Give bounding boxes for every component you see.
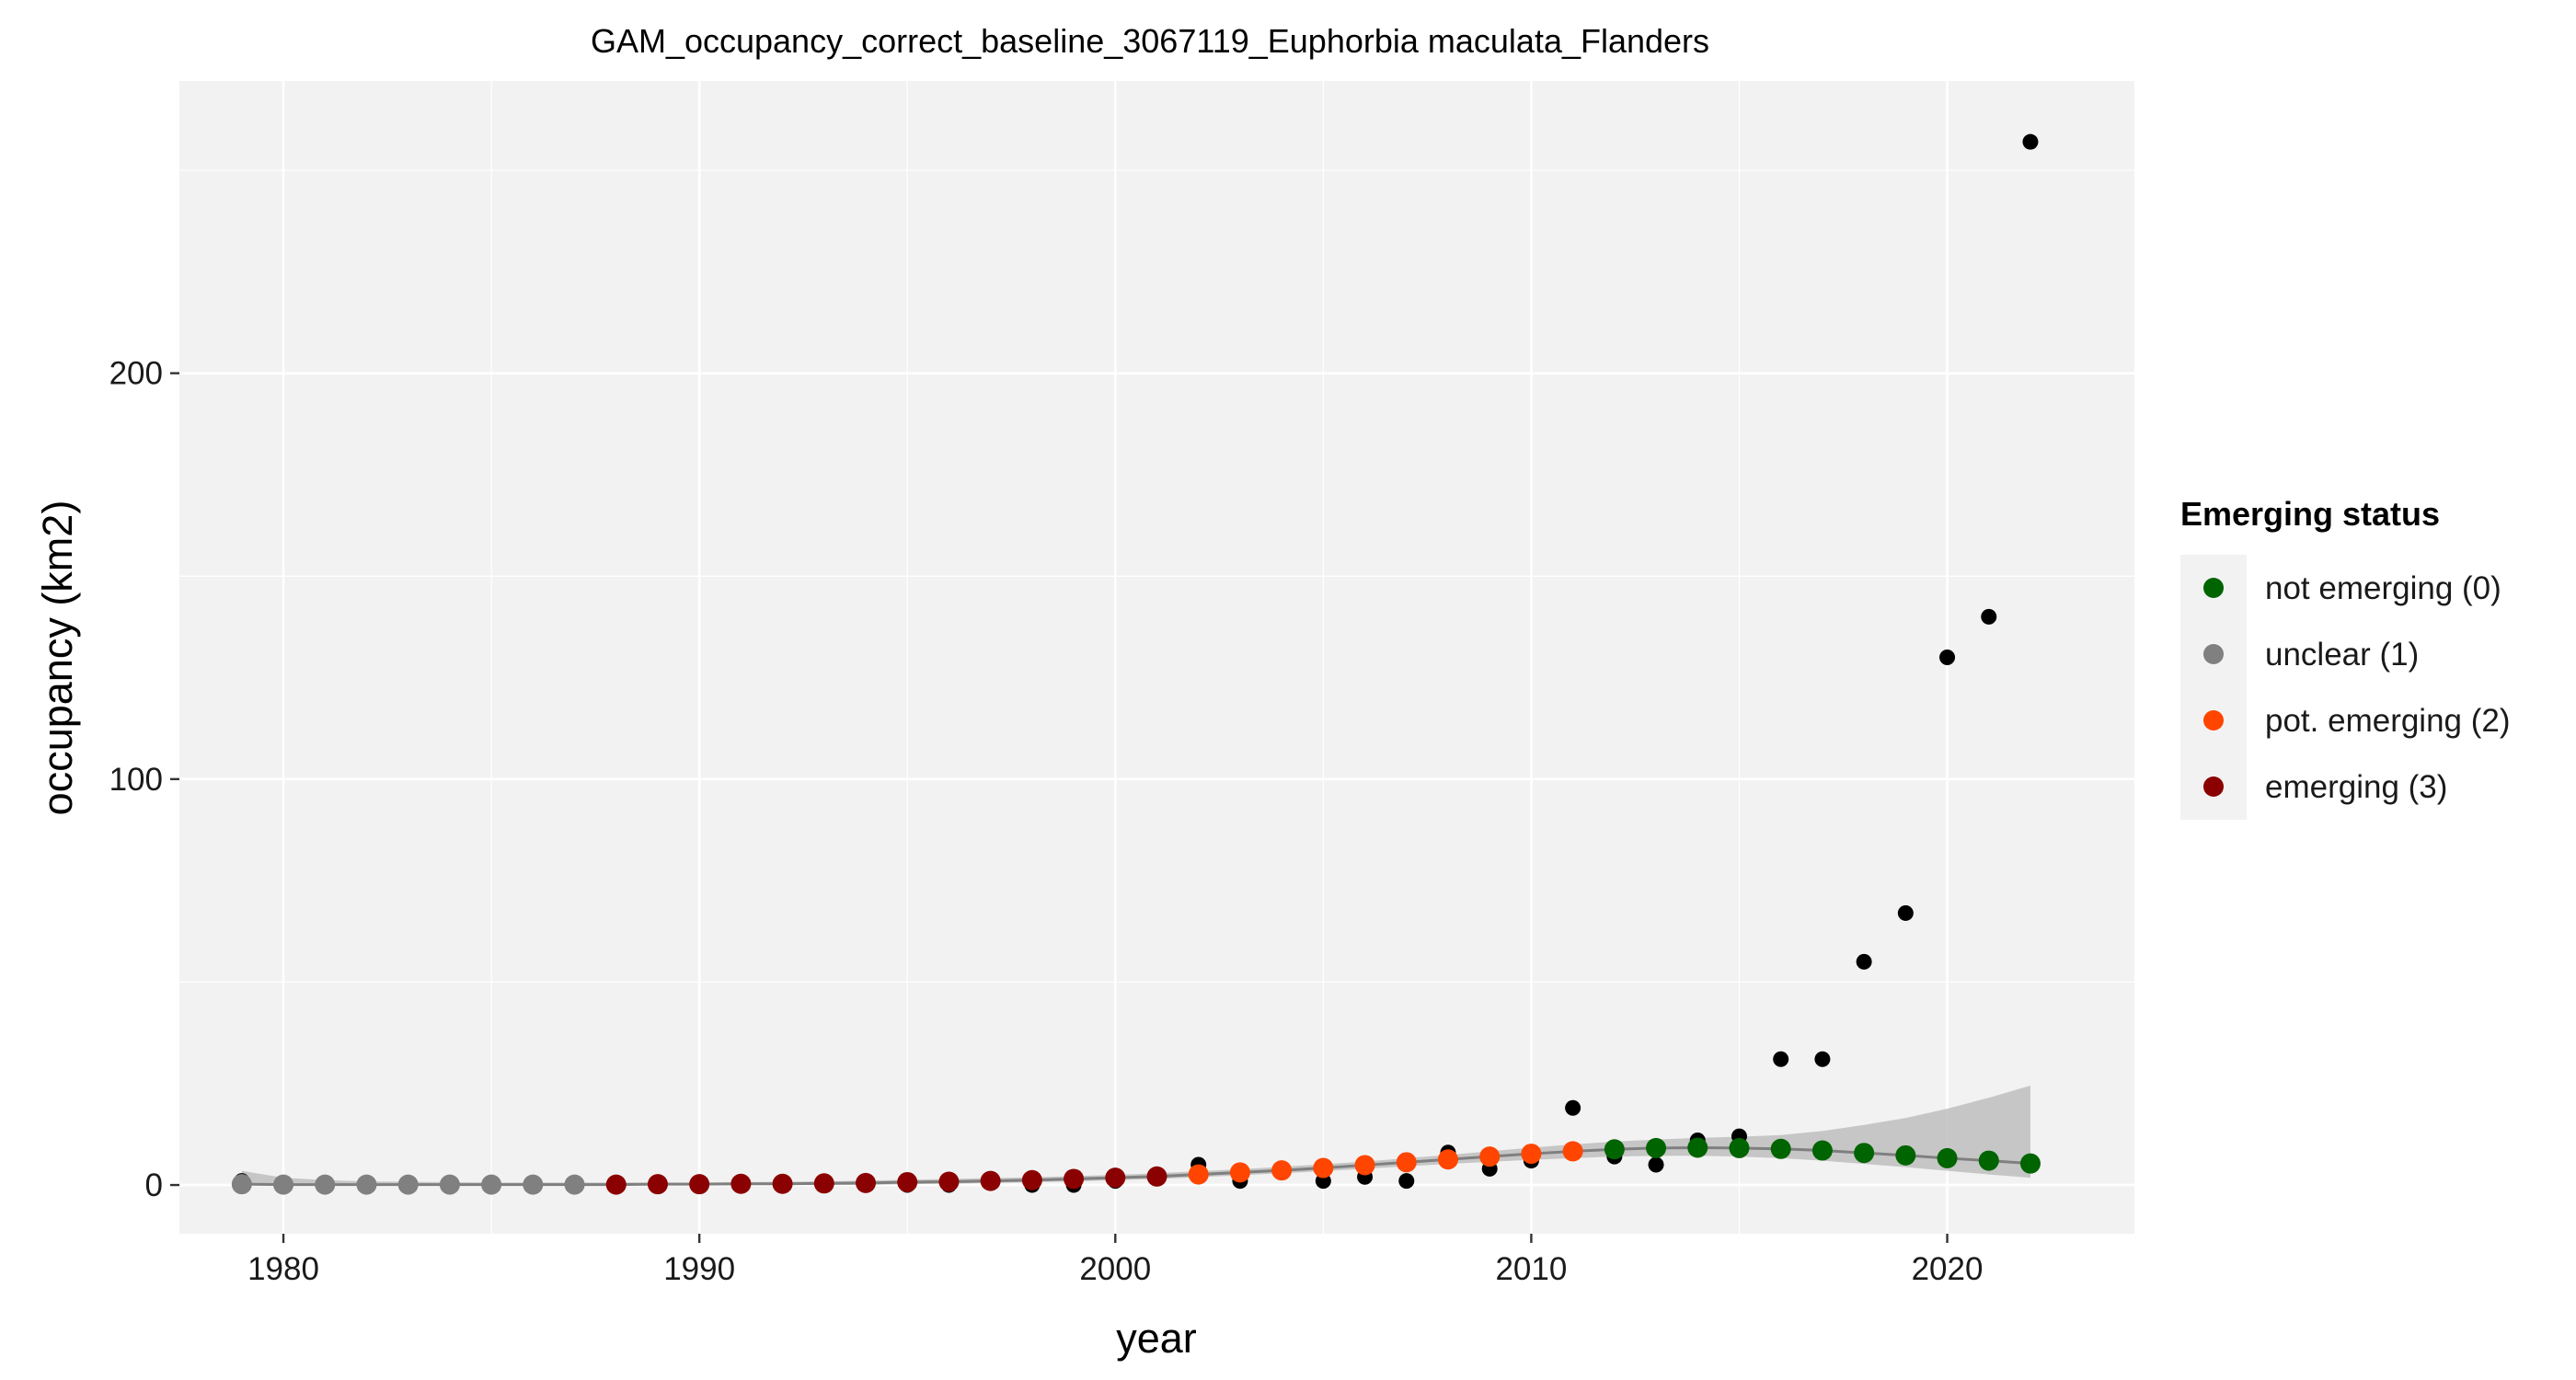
y-tick-label: 200 (109, 356, 163, 392)
observed-point (1897, 904, 1914, 921)
x-tick-label: 1980 (247, 1251, 319, 1287)
fitted-point (1021, 1169, 1042, 1190)
y-tick-label: 100 (109, 762, 163, 798)
fitted-point (938, 1171, 960, 1192)
fitted-point (1146, 1166, 1167, 1187)
legend-title: Emerging status (2180, 495, 2440, 533)
fitted-point (1978, 1150, 1999, 1171)
fitted-point (1271, 1160, 1293, 1181)
fitted-point (689, 1174, 710, 1195)
legend-label: unclear (1) (2265, 637, 2419, 673)
fitted-point (273, 1174, 294, 1195)
fitted-point (647, 1174, 668, 1195)
y-axis-title: occupancy (km2) (34, 500, 81, 816)
fitted-point (980, 1170, 1001, 1191)
fitted-point (730, 1173, 752, 1194)
fitted-points-layer (231, 1137, 2041, 1195)
fitted-point (1313, 1157, 1334, 1179)
legend-label: emerging (3) (2265, 769, 2447, 805)
fitted-point (1895, 1144, 1916, 1166)
fitted-point (1729, 1137, 1750, 1158)
fitted-point (523, 1174, 544, 1195)
fitted-point (1562, 1141, 1583, 1162)
observed-point (1856, 953, 1872, 970)
observed-point (1398, 1173, 1415, 1190)
legend-label: not emerging (0) (2265, 570, 2501, 606)
fitted-point (1437, 1149, 1458, 1170)
fitted-point (356, 1174, 377, 1195)
grid-minor (179, 81, 2134, 1234)
fitted-point (813, 1173, 834, 1194)
x-tick-label: 2020 (1912, 1251, 1984, 1287)
fitted-point (1646, 1137, 1667, 1158)
x-tick-label: 2010 (1495, 1251, 1567, 1287)
fitted-point (605, 1174, 627, 1195)
fitted-point (1396, 1152, 1417, 1173)
chart-title: GAM_occupancy_correct_baseline_3067119_E… (591, 22, 1709, 60)
fitted-point (1188, 1164, 1209, 1185)
fitted-point (1770, 1138, 1791, 1159)
legend-key-background (2180, 555, 2247, 820)
observed-point (1648, 1156, 1664, 1173)
fitted-point (1937, 1147, 1958, 1168)
y-axis: 0 100 200 (109, 356, 179, 1203)
fitted-point (1687, 1137, 1708, 1158)
fitted-point (231, 1174, 252, 1195)
fitted-point (1854, 1143, 1875, 1164)
fitted-point (1105, 1167, 1126, 1189)
observed-point (1981, 608, 1997, 625)
fitted-point (315, 1174, 336, 1195)
fitted-point (772, 1173, 793, 1194)
fitted-point (397, 1174, 419, 1195)
observed-point (1773, 1051, 1789, 1067)
fitted-point (856, 1172, 877, 1193)
fitted-point (481, 1174, 502, 1195)
x-axis-title: year (1116, 1315, 1197, 1362)
legend-key (2203, 710, 2224, 730)
legend-key (2203, 776, 2224, 797)
fitted-point (439, 1174, 460, 1195)
fitted-point (1604, 1139, 1625, 1160)
x-tick-label: 2000 (1079, 1251, 1151, 1287)
fitted-point (897, 1171, 918, 1192)
legend-key (2203, 644, 2224, 664)
fitted-point (2019, 1153, 2041, 1174)
legend-entries: not emerging (0) unclear (1) pot. emerging… (2203, 570, 2511, 805)
x-axis: 1980 1990 2000 2010 2020 (247, 1234, 1983, 1287)
observed-point (1814, 1051, 1831, 1067)
observed-point (1939, 650, 1956, 665)
plot-panel (179, 81, 2134, 1234)
observed-point (1565, 1099, 1581, 1116)
fitted-point (1064, 1168, 1085, 1190)
fitted-point (1354, 1155, 1375, 1176)
fitted-point (564, 1174, 585, 1195)
x-tick-label: 1990 (663, 1251, 735, 1287)
legend-label: pot. emerging (2) (2265, 703, 2511, 739)
legend: Emerging status not emerging (0) unclear … (2180, 495, 2511, 820)
fitted-point (1811, 1140, 1833, 1161)
fitted-point (1229, 1162, 1250, 1183)
observed-point (2022, 133, 2039, 150)
legend-key (2203, 578, 2224, 598)
y-tick-label: 0 (145, 1167, 163, 1203)
fitted-point (1479, 1146, 1501, 1167)
fitted-point (1521, 1144, 1542, 1165)
